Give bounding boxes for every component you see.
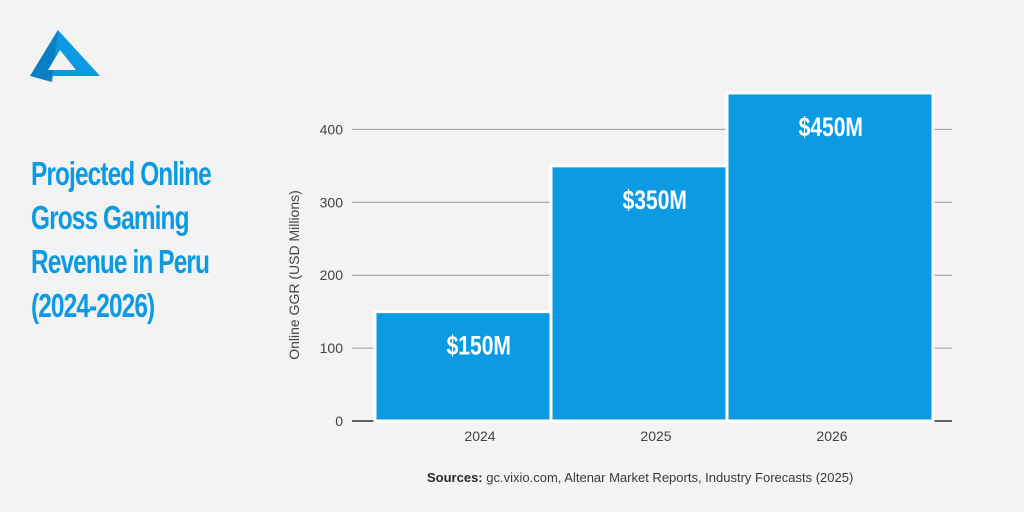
title-line: Gross Gaming: [31, 199, 190, 236]
x-tick-label: 2024: [464, 428, 495, 444]
triangle-logo-icon: [30, 30, 100, 82]
sources-note: Sources: gc.vixio.com, Altenar Market Re…: [427, 470, 853, 485]
y-axis-label: Online GGR (USD Millions): [286, 190, 302, 360]
y-tick-label: 100: [320, 340, 344, 356]
x-tick-label: 2025: [640, 428, 671, 444]
y-tick-label: 400: [320, 121, 344, 137]
title-line: Revenue in Peru: [31, 243, 210, 280]
data-label: $450M: [799, 113, 863, 143]
bar-2025: [549, 164, 759, 423]
title-line: Projected Online: [31, 155, 212, 192]
data-label: $350M: [623, 185, 687, 215]
y-tick-label: 0: [335, 413, 343, 429]
title-line: (2024-2026): [31, 287, 155, 324]
data-label: $150M: [447, 331, 511, 361]
y-tick-label: 300: [320, 194, 344, 210]
bar-2024: [373, 310, 583, 423]
x-tick-label: 2026: [816, 428, 847, 444]
y-tick-label: 200: [320, 267, 344, 283]
bar-2026: [725, 91, 935, 423]
sources-label: Sources:: [427, 470, 483, 485]
bars: $150M $350M $450M: [373, 91, 935, 423]
y-tick-labels: 0 100 200 300 400: [320, 121, 344, 429]
x-tick-labels: 2024 2025 2026: [464, 428, 847, 444]
page-title: Projected Online Gross Gaming Revenue in…: [31, 152, 212, 328]
sources-text: gc.vixio.com, Altenar Market Reports, In…: [486, 470, 854, 485]
